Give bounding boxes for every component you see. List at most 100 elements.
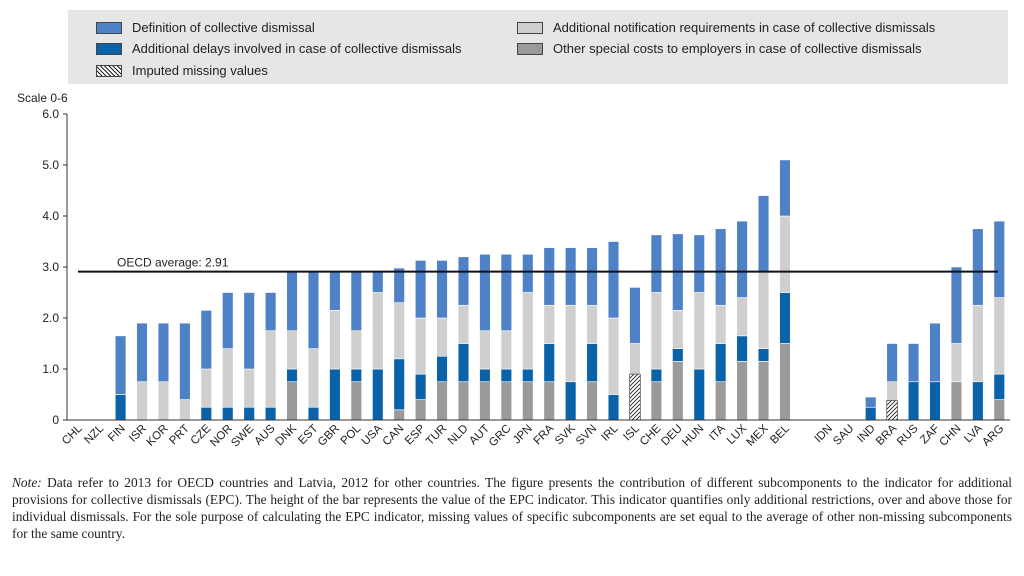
bar-segment-definition (907, 343, 920, 383)
legend-label-definition: Definition of collective dismissal (132, 20, 315, 35)
bar-segment-delays (693, 368, 705, 421)
bar-segment-delays (286, 368, 298, 383)
x-tick-label: DNK (274, 422, 300, 448)
x-tick-label: GBR (316, 423, 342, 449)
bar-segment-definition (886, 343, 898, 383)
bar-segment-definition (243, 292, 255, 370)
x-tick-label: FIN (106, 423, 128, 445)
x-tick-label: NZL (82, 422, 106, 446)
y-tick-label: 0 (52, 413, 59, 427)
bar-segment-delays (757, 348, 770, 362)
y-tick-label: 3.0 (42, 260, 59, 274)
bar-segment-definition (950, 266, 963, 344)
x-tick-label: LUX (725, 422, 750, 447)
bar-segment-notification (650, 292, 663, 370)
bar-segment-notification (457, 304, 470, 344)
legend-swatch-notification (517, 21, 543, 34)
bar-segment-delays (672, 348, 684, 362)
bar-segment-definition (307, 271, 320, 349)
bar-segment-other_costs (779, 343, 791, 421)
bar-segment-definition (393, 267, 405, 303)
bar-segment-notification (757, 271, 770, 349)
note-text: Data refer to 2013 for OECD countries an… (12, 475, 1012, 541)
x-tick-label: ZAF (918, 423, 942, 447)
bar-segment-delays (436, 355, 448, 383)
bar-segment-delays (543, 343, 555, 383)
bar-segment-definition (286, 271, 298, 332)
bar-segment-definition (329, 271, 341, 311)
x-tick-label: SWE (229, 422, 256, 449)
bar-segment-notification (693, 292, 705, 370)
bar-segment-other_costs (500, 381, 513, 421)
bar-segment-definition (693, 234, 705, 293)
x-tick-label: SAU (831, 423, 856, 448)
bar-segment-other_costs (393, 409, 405, 421)
bar-segment-definition (736, 220, 748, 298)
bar-segment-delays (522, 368, 534, 383)
bar-segment-definition (929, 322, 941, 383)
oecd-average-label: OECD average: 2.91 (117, 256, 229, 270)
bar-segment-notification (393, 302, 405, 360)
bar-segment-notification (779, 215, 791, 293)
bar-segment-delays (564, 381, 577, 421)
bar-segment-delays (372, 368, 384, 421)
bar-segment-notification (136, 381, 148, 421)
bar-segment-other_costs (586, 381, 598, 421)
bar-segment-imputed (886, 400, 898, 421)
bar-segment-notification (200, 368, 212, 408)
x-tick-label: SVK (553, 422, 578, 447)
x-tick-label: CAN (381, 423, 407, 449)
bar-segment-definition (157, 322, 170, 383)
x-tick-label: KOR (144, 423, 170, 449)
bar-segment-other_costs (479, 381, 491, 421)
bars (114, 159, 1005, 421)
bar-segment-delays (414, 373, 427, 400)
legend-label-notification: Additional notification requirements in … (553, 20, 936, 35)
bar-segment-notification (972, 304, 984, 383)
y-axis-label: Scale 0-6 (17, 91, 68, 105)
bar-segment-delays (500, 368, 513, 383)
bar-segment-notification (350, 330, 362, 370)
bar-segment-definition (993, 220, 1005, 298)
legend-swatch-delays (96, 42, 122, 55)
bar-segment-notification (950, 343, 963, 383)
bar-segment-definition (757, 195, 770, 273)
bar-segment-definition (650, 234, 663, 293)
bar-segment-notification (179, 399, 191, 421)
bar-segment-definition (136, 322, 148, 383)
bar-segment-definition (586, 247, 598, 306)
legend-swatch-other-costs (517, 42, 543, 55)
bar-segment-definition (372, 271, 384, 293)
x-tick-label: SVN (574, 423, 599, 448)
bar-segment-delays (715, 343, 727, 383)
x-tick-label: AUT (467, 423, 492, 448)
bar-segment-other_costs (350, 381, 362, 421)
x-tick-label: ITA (707, 422, 728, 443)
legend-item-other-costs: Other special costs to employers in case… (517, 41, 921, 57)
y-tick-label: 1.0 (42, 362, 59, 376)
bar-segment-definition (865, 396, 877, 408)
bar-segment-other_costs (286, 381, 298, 421)
bar-segment-definition (607, 241, 620, 319)
bar-segment-definition (715, 228, 727, 306)
bar-segment-definition (522, 253, 534, 293)
bar-segment-notification (307, 348, 320, 408)
bar-segment-delays (929, 381, 941, 421)
bar-segment-delays (586, 343, 598, 383)
bar-segment-other_costs (993, 399, 1005, 421)
bar-segment-definition (414, 260, 427, 319)
x-tick-label: POL (339, 422, 364, 447)
x-tick-label: BEL (768, 422, 792, 446)
x-tick-label: BRA (874, 422, 899, 447)
legend-label-other-costs: Other special costs to employers in case… (553, 41, 922, 56)
bar-segment-notification (286, 330, 298, 370)
x-tick-label: NLD (446, 423, 471, 448)
bar-segment-delays (972, 381, 984, 421)
legend-swatch-imputed (96, 64, 122, 77)
bar-segment-notification (479, 330, 491, 370)
bar-segment-delays (264, 406, 277, 421)
legend-item-delays: Additional delays involved in case of co… (96, 41, 462, 57)
x-tick-label: TUR (424, 423, 449, 448)
legend-swatch-definition (96, 21, 122, 34)
